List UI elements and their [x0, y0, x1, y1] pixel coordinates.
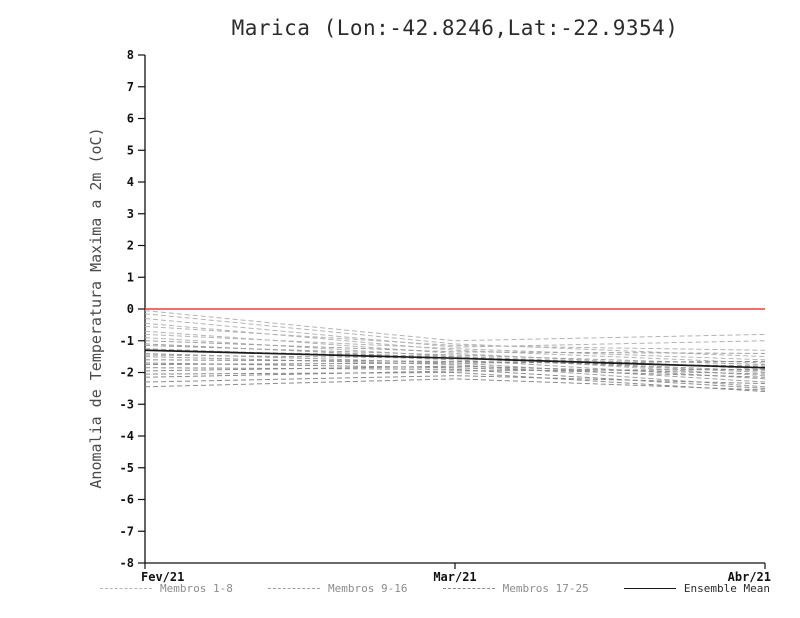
chart-title: Marica (Lon:-42.8246,Lat:-22.9354)	[231, 16, 679, 40]
legend-item: Membros 9-16	[268, 582, 408, 595]
legend-label: Ensemble Mean	[683, 582, 770, 595]
member-line	[144, 365, 766, 375]
member-line	[144, 354, 766, 372]
legend-label: Membros 1-8	[160, 582, 233, 595]
y-tick-label: 3	[127, 207, 134, 221]
member-line	[144, 371, 766, 393]
legend-item: Membros 17-25	[442, 582, 589, 595]
member-line	[144, 356, 766, 388]
legend-line-sample	[623, 588, 676, 589]
y-tick-label: -2	[120, 366, 134, 380]
y-tick-label: -8	[120, 556, 134, 570]
member-line	[144, 333, 766, 361]
legend-line-sample	[268, 588, 321, 589]
member-line	[144, 375, 766, 385]
y-tick-label: 4	[127, 175, 134, 189]
legend-label: Membros 9-16	[328, 582, 408, 595]
legend-item: Ensemble Mean	[623, 582, 770, 595]
y-tick-label: 1	[127, 270, 134, 284]
member-line	[144, 325, 766, 351]
member-line	[144, 330, 766, 370]
member-line	[144, 313, 766, 358]
member-line	[144, 368, 766, 378]
y-tick-label: -4	[120, 429, 134, 443]
y-tick-label: -6	[120, 493, 134, 507]
member-line	[144, 360, 766, 366]
legend-line-sample	[100, 588, 152, 589]
legend-item: Membros 1-8	[100, 582, 233, 595]
member-line	[144, 337, 766, 377]
member-line	[144, 318, 766, 348]
member-line	[144, 340, 766, 354]
legend-line-sample	[442, 588, 495, 589]
y-tick-label: -3	[120, 397, 134, 411]
member-line	[144, 378, 766, 391]
y-tick-label: 7	[127, 80, 134, 94]
ensemble-mean-line	[144, 349, 766, 369]
y-tick-label: -7	[120, 524, 134, 538]
y-tick-label: 6	[127, 112, 134, 126]
member-line	[144, 367, 766, 389]
y-tick-label: 5	[127, 143, 134, 157]
x-tick-label: Fev/21	[141, 570, 184, 584]
y-tick-label: 8	[127, 48, 134, 62]
member-line	[144, 345, 766, 366]
y-tick-label: 0	[127, 302, 134, 316]
y-tick-label: -1	[120, 334, 134, 348]
legend: Membros 1-8 Membros 9-16 Membros 17-25 Ense…	[100, 582, 770, 595]
legend-label: Membros 17-25	[502, 582, 589, 595]
member-line	[144, 310, 766, 342]
y-tick-label: -5	[120, 461, 134, 475]
x-tick-label: Mar/21	[433, 570, 476, 584]
member-line	[144, 362, 766, 378]
x-tick-label: Abr/21	[728, 570, 771, 584]
y-tick-label: 2	[127, 239, 134, 253]
